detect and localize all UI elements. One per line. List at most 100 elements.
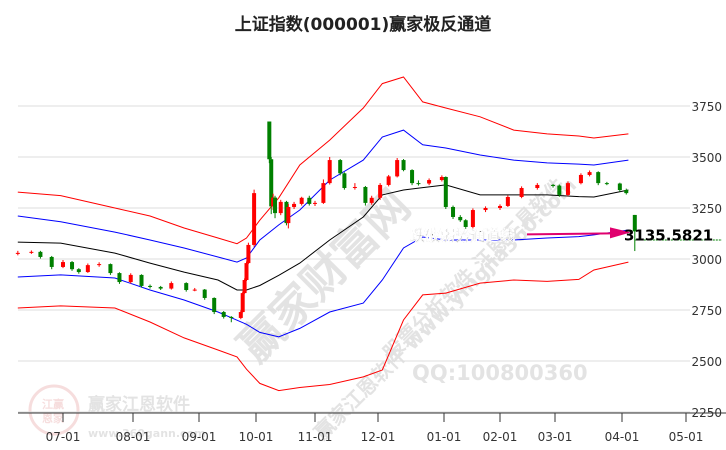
candle-body	[128, 274, 133, 283]
candle-body	[76, 269, 81, 273]
x-tick-label: 03-01	[538, 430, 573, 444]
band-lower_outer	[17, 261, 629, 392]
candle-body	[427, 180, 432, 184]
candle-body	[202, 289, 207, 298]
candle	[551, 183, 556, 188]
candle	[252, 189, 257, 247]
band-lower_inner	[17, 229, 629, 338]
candle	[286, 203, 291, 229]
candle-body	[604, 183, 609, 185]
band-upper_outer	[17, 76, 629, 245]
candle-body	[327, 160, 332, 184]
candle-body	[240, 293, 245, 313]
candle-body	[369, 197, 374, 203]
candle	[327, 157, 332, 185]
candle	[299, 196, 304, 206]
candle-body	[29, 251, 34, 253]
candle-body	[117, 273, 122, 283]
candle	[273, 195, 278, 219]
candle	[321, 179, 326, 204]
candle-body	[85, 265, 90, 273]
y-tick-label: 3000	[691, 253, 722, 267]
candle	[352, 183, 357, 190]
candle-body	[578, 174, 583, 184]
candle-body	[458, 216, 463, 221]
candle-body	[158, 286, 163, 289]
candle	[617, 182, 622, 192]
candle	[483, 206, 488, 213]
candle-body	[395, 160, 400, 177]
watermark-qq: QQ:100800360	[412, 361, 588, 385]
candle	[463, 219, 468, 231]
candle-body	[61, 262, 65, 267]
candle	[15, 250, 20, 256]
candle	[128, 273, 133, 284]
x-tick-label: 11-01	[298, 430, 333, 444]
candle	[202, 288, 207, 300]
arrow-head-icon	[610, 227, 631, 239]
candle	[278, 199, 283, 216]
candle	[148, 284, 153, 289]
candle-body	[624, 190, 629, 194]
candle	[443, 176, 448, 210]
x-tick-label: 04-01	[605, 430, 640, 444]
candle	[338, 159, 343, 176]
candle	[604, 181, 609, 186]
candle	[97, 262, 102, 267]
candle	[410, 169, 415, 186]
y-tick-label: 3750	[691, 100, 722, 114]
candle-body	[632, 214, 637, 232]
candle-body	[192, 289, 197, 291]
watermark-diag3: 股票分析软件 江恩工具软件	[378, 173, 570, 365]
candle-body	[242, 280, 247, 294]
candle	[587, 170, 592, 177]
watermark-seal-text: 江赢	[42, 397, 64, 411]
candle	[307, 195, 312, 206]
candle-body	[463, 220, 468, 227]
candle	[395, 158, 400, 178]
x-tick-label: 10-01	[239, 430, 274, 444]
x-tick-label: 07-01	[46, 430, 81, 444]
candle	[240, 291, 245, 313]
candle-body	[321, 183, 326, 203]
candle-body	[416, 183, 421, 185]
candle	[29, 250, 34, 254]
candle-body	[108, 264, 113, 274]
candle-body	[535, 184, 540, 189]
candle-body	[169, 283, 174, 289]
candle-body	[338, 160, 343, 174]
candle-body	[342, 173, 347, 189]
candle	[416, 180, 421, 186]
candle-body	[229, 316, 234, 318]
candle	[49, 255, 54, 270]
candle	[246, 242, 251, 265]
candle-body	[70, 262, 75, 270]
candle	[386, 174, 391, 187]
watermark-seal-text: 恩家	[42, 411, 65, 425]
candle	[498, 204, 502, 211]
candle	[596, 171, 601, 186]
candle-body	[470, 210, 475, 227]
candle-body	[551, 184, 556, 186]
candle	[139, 274, 144, 288]
candle-body	[273, 197, 278, 214]
candle-body	[38, 251, 43, 257]
x-tick-label: 01-01	[427, 430, 462, 444]
annotation-value: 3135.5821	[624, 226, 713, 244]
candle-body	[278, 201, 283, 214]
candle-body	[587, 172, 592, 175]
candle	[557, 184, 562, 197]
candle	[439, 175, 444, 182]
candle-body	[238, 312, 243, 318]
band-middle	[17, 184, 629, 291]
candle-body	[557, 185, 562, 195]
candle-body	[519, 188, 524, 197]
candle-body	[97, 264, 102, 266]
candle	[632, 214, 637, 252]
candle-body	[221, 312, 226, 317]
watermark-site: www.360gann.com	[88, 427, 206, 440]
candle-body	[483, 208, 488, 211]
candle	[624, 188, 629, 195]
